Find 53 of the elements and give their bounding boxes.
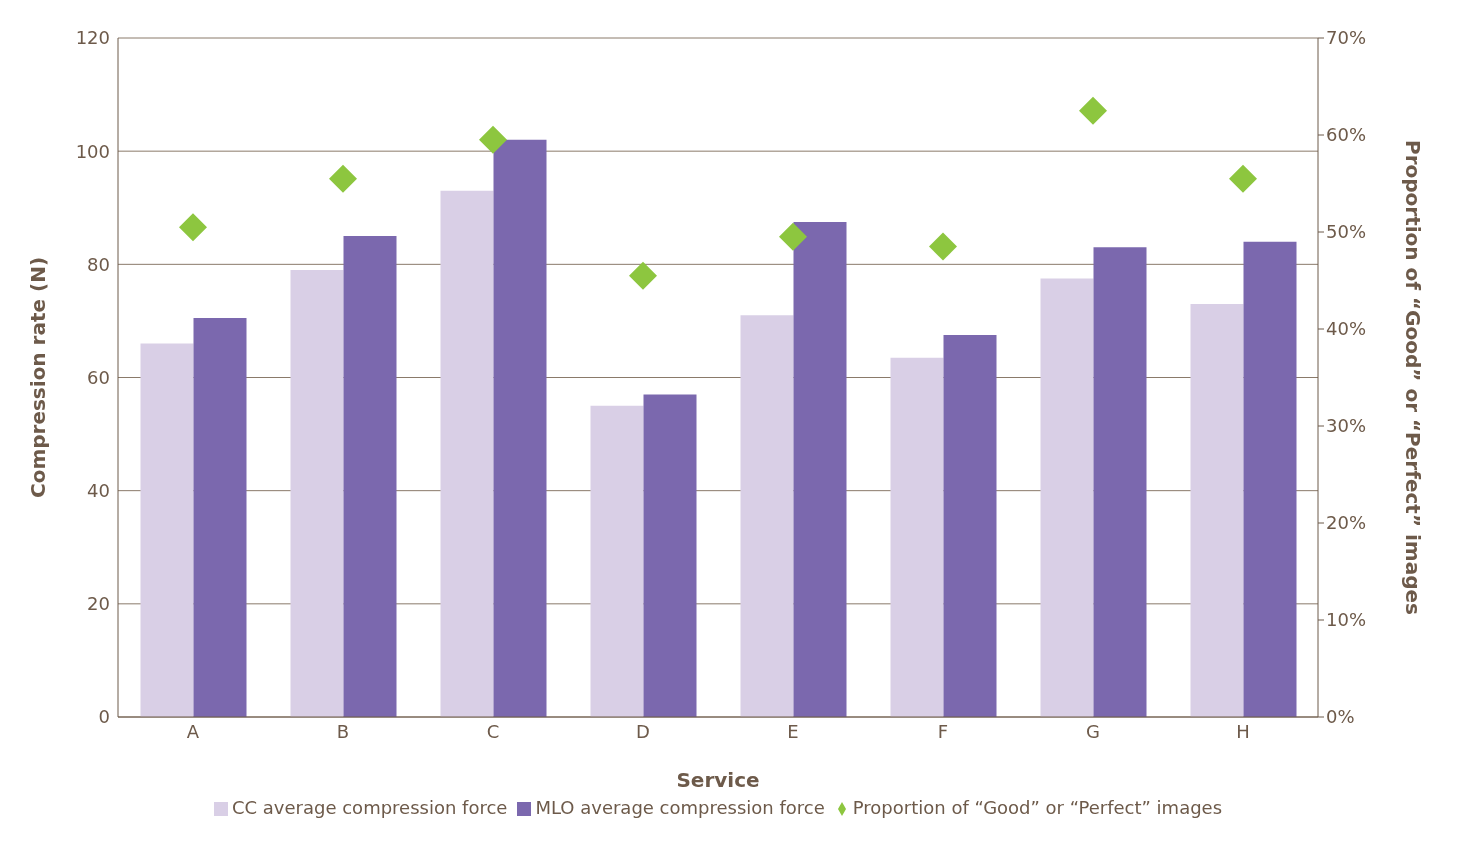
legend-label: MLO average compression force — [535, 797, 825, 818]
point — [629, 261, 657, 290]
x-tick-label: E — [787, 720, 799, 742]
y-tick-label: 80 — [87, 253, 110, 275]
point — [779, 222, 807, 251]
bar — [740, 315, 794, 717]
bar — [193, 318, 247, 717]
x-tick-label: C — [486, 720, 500, 742]
y-tick-label: 0 — [98, 706, 110, 728]
point — [329, 164, 357, 193]
bar — [493, 139, 547, 717]
legend-label: CC average compression force — [231, 797, 508, 818]
point — [1079, 96, 1107, 125]
y2-tick-label: 20% — [1326, 512, 1367, 534]
x-tick-label: H — [1236, 720, 1250, 742]
bar — [943, 335, 997, 717]
y2-axis-title: Proportion of “Good” or “Perfect” images — [1400, 140, 1425, 615]
x-tick-label: A — [186, 720, 200, 742]
bar — [1190, 303, 1244, 717]
bar — [643, 394, 697, 717]
legend-label: Proportion of “Good” or “Perfect” images — [852, 797, 1223, 818]
bar — [590, 405, 644, 717]
point — [929, 232, 957, 261]
y2-tick-label: 0% — [1326, 706, 1355, 728]
point — [479, 125, 507, 154]
bar — [343, 236, 397, 717]
y-tick-label: 100 — [75, 140, 110, 162]
y2-tick-label: 50% — [1326, 221, 1367, 243]
y-axis-title: Compression rate (N) — [26, 256, 51, 499]
bar — [890, 357, 944, 717]
point — [1229, 164, 1257, 193]
bar — [1243, 241, 1297, 717]
x-tick-label: G — [1086, 720, 1100, 742]
y-tick-label: 40 — [87, 480, 110, 502]
bar — [290, 269, 344, 717]
y2-tick-label: 70% — [1326, 27, 1367, 49]
x-tick-label: B — [336, 720, 350, 742]
y2-tick-label: 10% — [1326, 609, 1367, 631]
bar — [1040, 278, 1094, 717]
bar — [440, 190, 494, 717]
bar — [140, 343, 194, 717]
y2-tick-label: 60% — [1326, 124, 1367, 146]
y2-tick-label: 30% — [1326, 415, 1367, 437]
point — [179, 213, 207, 242]
bar — [793, 221, 847, 717]
y-tick-label: 60 — [87, 366, 110, 388]
x-tick-label: D — [636, 720, 650, 742]
x-axis-title: Service — [676, 768, 760, 792]
bar — [1093, 247, 1147, 717]
y-tick-label: 120 — [75, 27, 110, 49]
x-tick-label: F — [937, 720, 949, 742]
y-tick-label: 20 — [87, 593, 110, 615]
y2-tick-label: 40% — [1326, 318, 1367, 340]
